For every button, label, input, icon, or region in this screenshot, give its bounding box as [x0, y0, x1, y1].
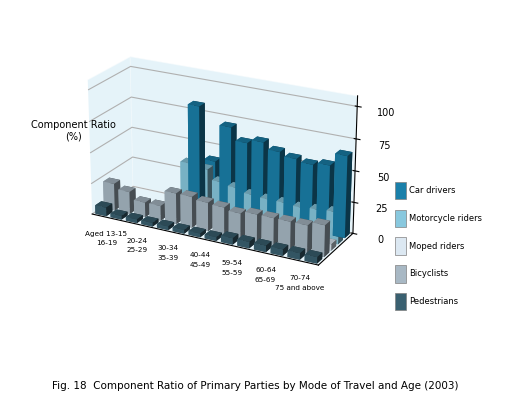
Text: Moped riders: Moped riders	[408, 242, 464, 251]
Text: Bicyclists: Bicyclists	[408, 270, 447, 278]
Text: Motorcycle riders: Motorcycle riders	[408, 214, 481, 223]
Text: Pedestrians: Pedestrians	[408, 297, 457, 306]
Text: Fig. 18  Component Ratio of Primary Parties by Mode of Travel and Age (2003): Fig. 18 Component Ratio of Primary Parti…	[51, 381, 458, 391]
Text: Car drivers: Car drivers	[408, 186, 455, 195]
Text: Component Ratio
(%): Component Ratio (%)	[32, 120, 116, 142]
